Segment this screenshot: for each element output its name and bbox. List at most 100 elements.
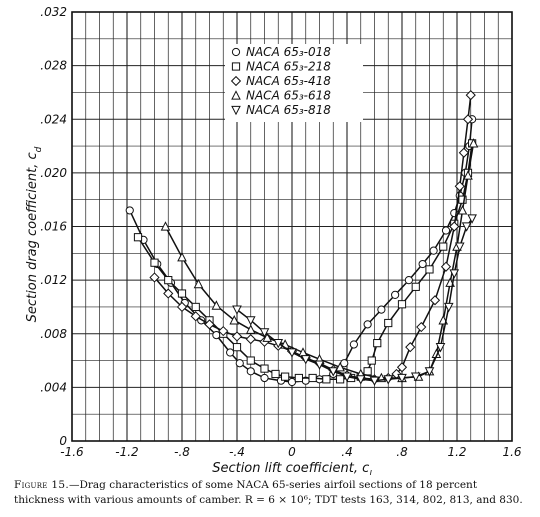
data-point [449, 221, 460, 232]
data-point [191, 302, 200, 312]
data-point [133, 233, 143, 242]
data-point [461, 222, 472, 232]
data-point [204, 319, 215, 330]
data-point [232, 305, 242, 315]
y-tick-label: .032 [40, 5, 67, 19]
y-tick-label: .016 [40, 220, 67, 234]
data-point [287, 348, 297, 358]
y-tick-label: .028 [40, 59, 67, 73]
data-point [411, 282, 420, 291]
data-point [443, 302, 454, 313]
data-point [384, 318, 393, 328]
y-tick-label: .004 [40, 380, 67, 394]
data-point [454, 181, 465, 192]
legend-entry: NACA 65₃-218 [246, 60, 331, 74]
legend-marker [230, 75, 242, 87]
data-point [271, 369, 280, 379]
data-point [397, 373, 407, 384]
x-tick-label: -1.6 [60, 445, 84, 459]
data-point [458, 195, 467, 204]
data-point [404, 276, 413, 285]
data-point [294, 373, 303, 383]
y-tick-label: .024 [40, 112, 67, 126]
x-tick-label: .8 [396, 445, 408, 459]
data-point [439, 242, 448, 251]
y-tick-label: 0 [59, 434, 67, 448]
data-point [363, 367, 372, 376]
data-point [441, 226, 451, 235]
x-tick-label: 1.2 [447, 445, 466, 459]
x-axis-ticks: -1.6 -1.2 -.8 -.4 0 .4 .8 1.2 1.6 [60, 445, 522, 459]
legend-marker [231, 62, 241, 71]
data-point [246, 367, 255, 376]
caption-text: —Drag characteristics of some NACA 65-se… [14, 479, 523, 506]
legend-marker [231, 90, 241, 100]
y-axis-ticks: 0 .004 .008 .012 .016 .020 .024 .028 .032 [40, 5, 67, 448]
legend-entry: NACA 65₃-418 [246, 74, 331, 88]
data-point [396, 362, 408, 373]
series-line [129, 119, 473, 383]
data-point [314, 360, 325, 370]
data-point [449, 269, 460, 279]
data-point [363, 320, 372, 329]
data-point [149, 272, 160, 283]
data-point [435, 343, 446, 353]
data-point [457, 205, 468, 215]
data-point [260, 364, 269, 373]
data-point [259, 328, 270, 338]
data-point [245, 334, 256, 345]
data-point [232, 343, 242, 352]
data-point [355, 375, 366, 385]
data-point [190, 311, 201, 322]
data-point [465, 90, 476, 101]
x-axis-label: Section lift coefficient, cl [212, 461, 372, 475]
data-point [212, 330, 221, 340]
data-point [328, 367, 339, 377]
data-point [425, 265, 434, 274]
data-series [125, 90, 479, 387]
data-point [405, 342, 416, 353]
data-point [193, 278, 204, 289]
data-point [397, 300, 407, 309]
data-point [245, 324, 256, 334]
data-point [287, 377, 297, 387]
series-line [153, 95, 472, 381]
data-point [454, 242, 465, 252]
data-point [281, 372, 290, 381]
data-point [468, 138, 479, 148]
data-point [342, 372, 352, 382]
data-point [336, 375, 345, 384]
series-2 [133, 139, 477, 384]
data-point [164, 276, 173, 285]
data-point [308, 373, 317, 383]
drag-polar-chart: -1.6 -1.2 -.8 -.4 0 .4 .8 1.2 1.6 0 .004 .008 .012.… [25, 5, 522, 475]
data-point [211, 300, 222, 310]
data-point [440, 261, 452, 272]
series-3 [149, 90, 476, 385]
data-point [125, 206, 134, 215]
data-point [177, 289, 187, 298]
plot-frame [71, 11, 513, 442]
data-point [349, 340, 358, 349]
data-point [273, 339, 284, 349]
data-point [246, 356, 255, 365]
data-point [150, 258, 159, 267]
x-tick-label: .4 [341, 445, 352, 459]
data-point [218, 325, 229, 337]
figure-caption: Figure 15.—Drag characteristics of some … [14, 478, 529, 508]
data-point [229, 315, 240, 325]
data-point [463, 170, 473, 180]
data-point [235, 359, 244, 368]
data-point [260, 373, 269, 383]
legend-entry: NACA 65₃-018 [246, 45, 331, 59]
data-point [176, 301, 188, 313]
legend-entry: NACA 65₃-618 [246, 89, 331, 103]
x-tick-label: -.4 [229, 445, 245, 459]
data-point [300, 355, 311, 365]
x-tick-label: 1.6 [502, 445, 521, 459]
x-tick-label: -1.2 [115, 445, 138, 459]
x-tick-label: 0 [288, 445, 296, 459]
data-point [429, 246, 438, 255]
data-point [429, 295, 441, 306]
